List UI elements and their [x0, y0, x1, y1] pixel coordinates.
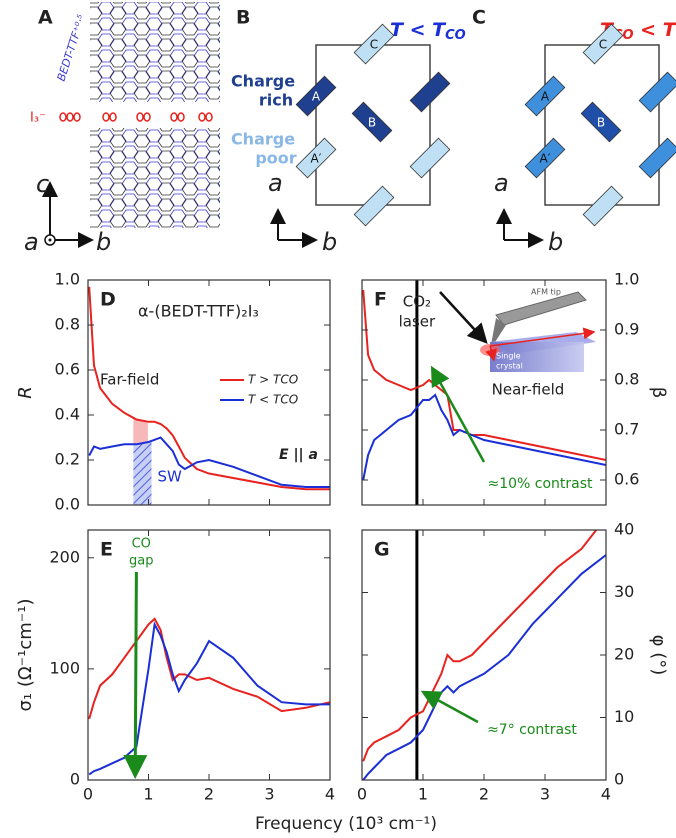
molecule-layer — [90, 128, 220, 228]
molecule-label: BEDT-TTF⁺⁰·⁵ — [55, 13, 89, 83]
y-tick-label: 0.2 — [55, 450, 80, 469]
annotation: SW — [158, 468, 183, 486]
y-tick-label: 0.0 — [55, 495, 80, 514]
site-label: A — [541, 90, 550, 104]
axis-label: a — [268, 169, 283, 197]
x-tick-label: 3 — [264, 785, 274, 804]
y-tick-label: 0.6 — [55, 360, 80, 379]
data-line — [363, 555, 606, 780]
axis-label: a — [24, 228, 39, 256]
y-tick-label: 100 — [49, 658, 80, 677]
panel-a: A BEDT-TTF⁺⁰·⁵ I₃⁻ c a b — [24, 2, 220, 256]
y-tick-label: 10 — [614, 707, 634, 726]
site-label: A′ — [311, 152, 322, 166]
site-label: B — [368, 116, 376, 130]
figure: A BEDT-TTF⁺⁰·⁵ I₃⁻ c a b B T < TCO — [0, 0, 676, 838]
chart-title: α-(BEDT-TTF)₂I₃ — [138, 302, 259, 321]
panel-label: F — [374, 289, 387, 311]
annotation: CO₂ — [403, 293, 431, 311]
y-tick-label: 0 — [614, 770, 624, 789]
legend-label: T > TCO — [248, 373, 298, 387]
annotation: crystal — [496, 362, 523, 371]
y-tick-label: 1.0 — [55, 270, 80, 289]
charge-rich: rich — [259, 91, 293, 110]
annotation: ≈7° contrast — [487, 722, 577, 738]
plot-frame — [362, 530, 606, 780]
charge-rich: Charge — [231, 72, 295, 91]
plot-frame — [88, 530, 330, 780]
annotation: ≈10% contrast — [487, 476, 593, 492]
axis-label: c — [36, 170, 49, 198]
site-label: C — [370, 38, 378, 52]
x-tick-label: 2 — [479, 785, 489, 804]
annotation: gap — [129, 554, 153, 569]
y-axis-label: R — [15, 386, 36, 399]
panel-label: D — [100, 289, 116, 311]
annotation: AFM tip — [531, 288, 561, 297]
y-tick-label: 0.8 — [55, 315, 80, 334]
panel-label: B — [236, 7, 250, 29]
annotation: E || a — [279, 447, 318, 463]
arrow — [423, 692, 478, 722]
annotation: CO — [132, 537, 151, 552]
y-tick-label: 0.9 — [614, 320, 639, 339]
data-line — [363, 395, 606, 480]
site-label: C — [599, 38, 607, 52]
anion-label: I₃⁻ — [30, 111, 46, 126]
y-tick-label: 0 — [70, 770, 80, 789]
panel-b: B T < TCO C A B A′ Charge rich Charge po… — [231, 7, 466, 257]
x-tick-label: 1 — [143, 785, 153, 804]
y-tick-label: 0.7 — [614, 420, 639, 439]
y-axis-label: σ₁ (Ω⁻¹cm⁻¹) — [15, 598, 36, 711]
annotation: Single — [496, 352, 521, 361]
x-axis-label: Frequency (10³ cm⁻¹) — [255, 814, 437, 834]
panel-label: E — [100, 539, 113, 561]
annotation: Near-field — [492, 381, 565, 399]
afm-tip — [496, 292, 586, 325]
site-label: A′ — [540, 152, 551, 166]
axis-label: b — [322, 228, 337, 256]
anion-row — [60, 113, 212, 121]
panel-label: C — [472, 7, 486, 29]
y-tick-label: 0.6 — [614, 470, 639, 489]
page: A BEDT-TTF⁺⁰·⁵ I₃⁻ c a b B T < TCO — [0, 0, 676, 838]
x-tick-label: 0 — [83, 785, 93, 804]
arrow — [440, 292, 486, 342]
axis-label: a — [494, 169, 509, 197]
arrow — [432, 368, 484, 462]
y-tick-label: 20 — [614, 645, 634, 664]
charge-poor: poor — [255, 149, 296, 168]
legend-label: T < TCO — [248, 393, 298, 407]
molecule-layer — [90, 2, 220, 102]
y-axis-label: β — [648, 387, 669, 399]
y-axis-label: φ (°) — [648, 635, 669, 676]
site-label: B — [597, 116, 605, 130]
arrow — [135, 572, 136, 776]
panel-label: G — [374, 539, 390, 561]
data-line — [89, 624, 330, 774]
condition: T < TCO — [390, 19, 466, 43]
y-tick-label: 200 — [49, 547, 80, 566]
charge-poor: Charge — [231, 130, 295, 149]
x-tick-label: 1 — [418, 785, 428, 804]
x-tick-label: 0 — [357, 785, 367, 804]
axis-dot — [49, 239, 52, 242]
y-tick-label: 30 — [614, 582, 634, 601]
x-tick-label: 3 — [540, 785, 550, 804]
x-tick-label: 4 — [601, 785, 611, 804]
panel-label: A — [38, 7, 53, 29]
y-tick-label: 40 — [614, 520, 634, 539]
axis-label: b — [548, 228, 563, 256]
axis-label: b — [96, 228, 111, 256]
y-tick-label: 0.4 — [55, 405, 80, 424]
blue-hatch — [133, 441, 151, 505]
y-tick-label: 0.8 — [614, 370, 639, 389]
annotation: Far-field — [100, 371, 159, 389]
site-label: A — [312, 90, 321, 104]
x-tick-label: 4 — [325, 785, 335, 804]
x-tick-label: 2 — [204, 785, 214, 804]
panel-c: C TCO < T C A B A′ a b — [472, 7, 676, 257]
y-tick-label: 1.0 — [614, 270, 639, 289]
annotation: laser — [399, 313, 436, 331]
